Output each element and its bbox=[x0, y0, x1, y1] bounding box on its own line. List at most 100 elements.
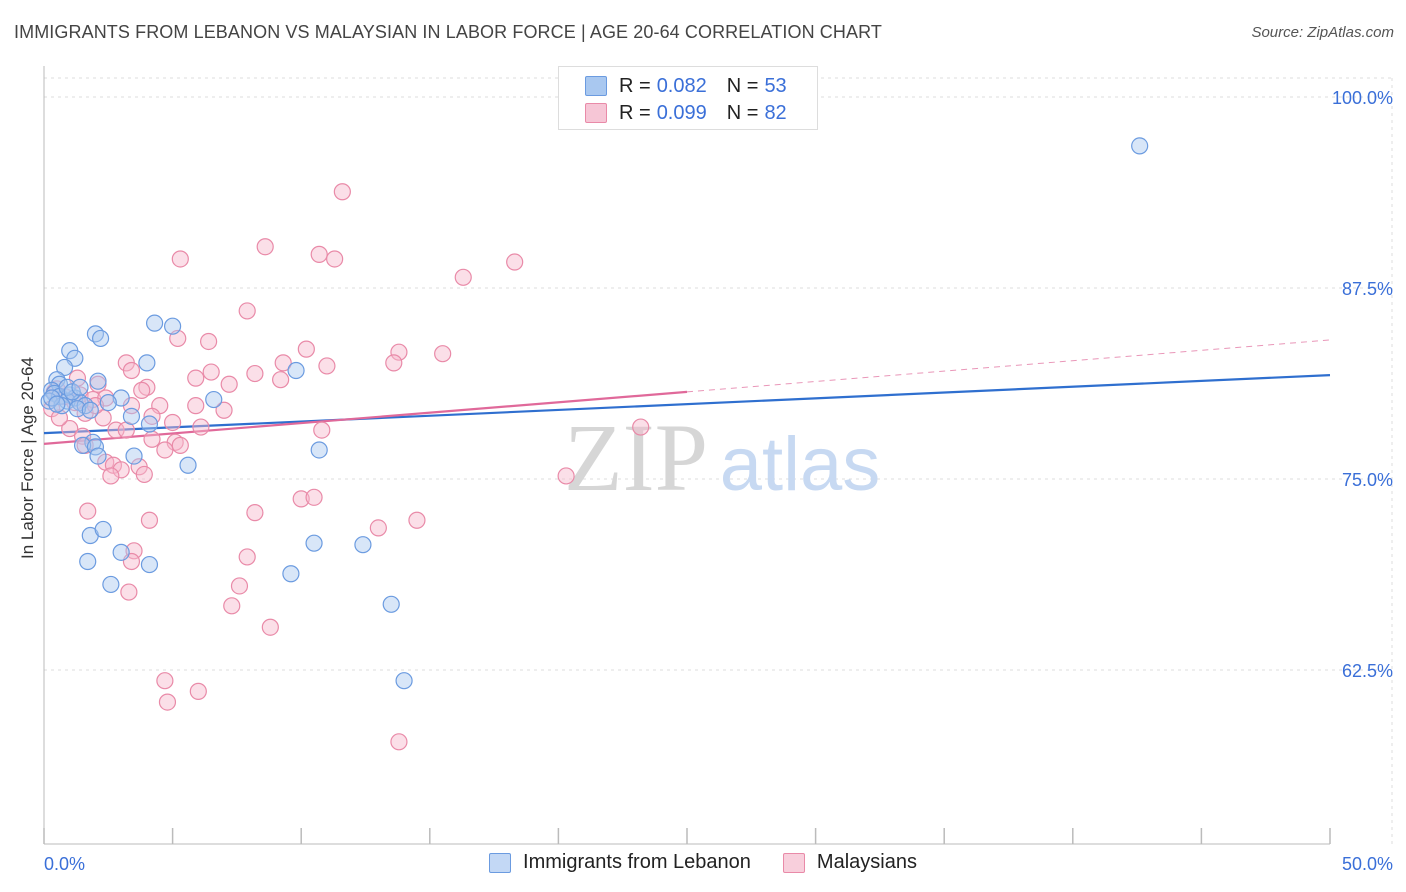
point-malaysian bbox=[138, 378, 156, 396]
trend-line-lebanon bbox=[43, 373, 1331, 435]
point-lebanon bbox=[205, 390, 223, 409]
point-malaysian bbox=[171, 436, 189, 454]
tick-labels: 62.5% 75.0% 87.5% 100.0% 0.0% 50.0% bbox=[44, 88, 1393, 874]
legend-series-name: Malaysians bbox=[816, 851, 917, 873]
point-malaysian bbox=[256, 238, 274, 256]
point-lebanon bbox=[91, 329, 110, 348]
legend-swatch-pink bbox=[585, 103, 607, 123]
point-lebanon bbox=[79, 552, 97, 571]
point-malaysian bbox=[79, 502, 97, 520]
point-lebanon bbox=[102, 575, 120, 594]
x-tick-label: 0.0% bbox=[44, 854, 85, 874]
legend-n-value: 82 bbox=[764, 101, 787, 124]
point-malaysian bbox=[385, 354, 403, 372]
point-malaysian bbox=[369, 519, 387, 537]
point-lebanon bbox=[282, 565, 300, 583]
legend-swatch-blue bbox=[585, 76, 607, 96]
point-malaysian bbox=[102, 467, 120, 485]
point-lebanon bbox=[179, 456, 197, 474]
point-malaysian bbox=[408, 511, 426, 529]
point-malaysian bbox=[187, 397, 205, 415]
legend-r-label: R = bbox=[619, 74, 651, 97]
point-malaysian bbox=[133, 381, 151, 399]
y-tick-label: 87.5% bbox=[1342, 279, 1393, 299]
point-malaysian bbox=[313, 421, 331, 439]
point-malaysian bbox=[171, 250, 189, 268]
y-tick-label: 100.0% bbox=[1332, 88, 1393, 108]
point-malaysian bbox=[272, 371, 290, 389]
point-malaysian bbox=[112, 461, 130, 479]
point-malaysian bbox=[390, 343, 408, 361]
point-malaysian bbox=[200, 332, 218, 351]
point-lebanon bbox=[382, 595, 400, 613]
point-lebanon bbox=[1131, 137, 1149, 155]
point-malaysian bbox=[292, 490, 310, 508]
source-label: Source: ZipAtlas.com bbox=[1251, 24, 1394, 41]
point-malaysian bbox=[305, 488, 323, 506]
gridlines bbox=[44, 77, 1393, 844]
point-lebanon bbox=[99, 394, 117, 412]
point-malaysian bbox=[156, 441, 174, 459]
point-malaysian bbox=[120, 583, 138, 601]
point-malaysian bbox=[557, 467, 575, 485]
point-malaysian bbox=[164, 413, 182, 432]
series-legend: Immigrants from Lebanon Malaysians bbox=[0, 851, 1406, 874]
point-malaysian bbox=[454, 268, 472, 286]
point-lebanon bbox=[138, 354, 156, 372]
x-tick-label: 50.0% bbox=[1342, 854, 1393, 874]
point-malaysian bbox=[223, 597, 241, 615]
point-malaysian bbox=[189, 682, 207, 700]
point-malaysian bbox=[333, 183, 351, 201]
axes bbox=[43, 66, 1331, 845]
point-malaysian bbox=[506, 253, 524, 271]
point-lebanon bbox=[48, 395, 66, 413]
legend-row-lebanon: R = 0.082 N = 53 bbox=[585, 74, 807, 98]
point-malaysian bbox=[135, 465, 153, 484]
data-points bbox=[40, 137, 1149, 751]
legend-swatch-blue bbox=[489, 852, 512, 873]
point-lebanon bbox=[164, 317, 182, 335]
point-malaysian bbox=[274, 354, 292, 372]
watermark-atlas: atlas bbox=[720, 422, 881, 507]
point-lebanon bbox=[305, 534, 323, 552]
point-malaysian bbox=[310, 245, 328, 263]
point-malaysian bbox=[125, 542, 143, 560]
point-malaysian bbox=[61, 419, 79, 438]
point-lebanon bbox=[112, 543, 130, 561]
point-lebanon bbox=[354, 536, 372, 554]
legend-n-label: N = bbox=[726, 101, 759, 124]
legend-swatch-pink bbox=[782, 852, 805, 873]
trend-line-malaysians bbox=[43, 390, 688, 445]
point-malaysian bbox=[261, 618, 279, 636]
legend-r-value: 0.099 bbox=[656, 101, 707, 124]
legend-item-malaysians[interactable]: Malaysians bbox=[782, 851, 917, 874]
trend-line-malaysians-extension bbox=[686, 339, 1331, 393]
correlation-legend: R = 0.082 N = 53 R = 0.099 N = 82 bbox=[558, 66, 818, 130]
legend-item-lebanon[interactable]: Immigrants from Lebanon bbox=[489, 851, 751, 874]
point-lebanon bbox=[140, 555, 159, 574]
point-malaysian bbox=[122, 361, 141, 380]
watermark-zip: ZIP bbox=[564, 404, 708, 511]
point-lebanon bbox=[81, 401, 99, 419]
point-malaysian bbox=[202, 363, 220, 381]
point-lebanon bbox=[89, 372, 107, 390]
legend-n-value: 53 bbox=[764, 74, 787, 97]
legend-r-label: R = bbox=[619, 101, 651, 124]
point-lebanon bbox=[122, 407, 141, 425]
point-lebanon bbox=[94, 520, 112, 539]
point-lebanon bbox=[71, 378, 89, 396]
y-tick-label: 75.0% bbox=[1342, 470, 1393, 490]
point-lebanon bbox=[89, 447, 107, 465]
point-malaysian bbox=[238, 548, 256, 566]
point-lebanon bbox=[395, 672, 413, 690]
point-malaysian bbox=[434, 345, 452, 363]
point-lebanon bbox=[125, 447, 143, 465]
point-lebanon bbox=[140, 415, 159, 433]
point-malaysian bbox=[94, 409, 112, 427]
chart-title: IMMIGRANTS FROM LEBANON VS MALAYSIAN IN … bbox=[14, 22, 882, 42]
point-malaysian bbox=[230, 577, 249, 595]
legend-series-name: Immigrants from Lebanon bbox=[523, 851, 751, 873]
point-malaysian bbox=[326, 250, 344, 268]
point-malaysian bbox=[187, 369, 205, 387]
point-malaysian bbox=[215, 401, 233, 419]
